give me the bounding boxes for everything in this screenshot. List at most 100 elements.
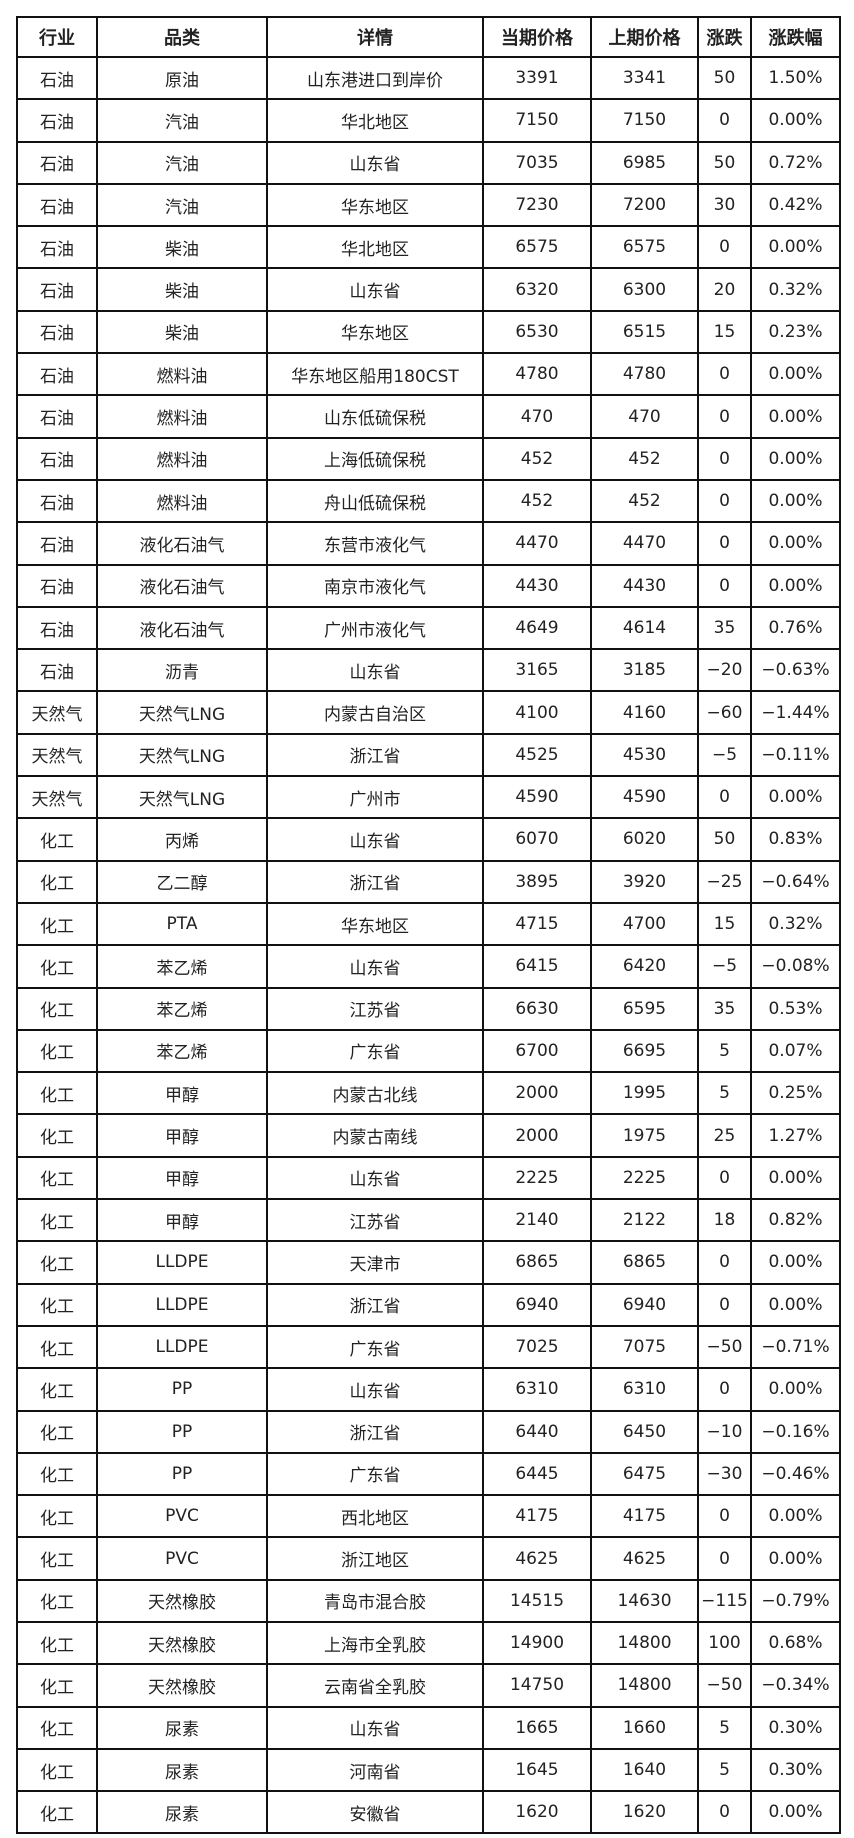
table-row: 化工 LLDPE 天津市 6865 6865 0 0.00% bbox=[16, 1240, 841, 1285]
cell-change-percent: 0.32% bbox=[750, 901, 841, 947]
cell-industry: 石油 bbox=[16, 182, 98, 228]
cell-change-percent: 0.30% bbox=[750, 1705, 841, 1750]
table-row: 石油 原油 山东港进口到岸价 3391 3341 50 1.50% bbox=[16, 55, 841, 101]
cell-industry: 化工 bbox=[16, 1578, 98, 1623]
table-row: 石油 液化石油气 南京市液化气 4430 4430 0 0.00% bbox=[16, 563, 841, 608]
cell-change: 30 bbox=[697, 182, 752, 228]
cell-detail: 舟山低硫保税 bbox=[266, 478, 484, 524]
cell-category: 天然气LNG bbox=[96, 690, 268, 735]
cell-category: PP bbox=[96, 1451, 268, 1497]
cell-industry: 化工 bbox=[16, 944, 98, 989]
table-row: 化工 PVC 西北地区 4175 4175 0 0.00% bbox=[16, 1494, 841, 1539]
cell-industry: 化工 bbox=[16, 1790, 98, 1835]
cell-detail: 华东地区船用180CST bbox=[266, 352, 484, 397]
cell-category: 燃料油 bbox=[96, 352, 268, 397]
cell-previous-price: 4175 bbox=[590, 1494, 699, 1539]
table-row: 化工 PP 山东省 6310 6310 0 0.00% bbox=[16, 1367, 841, 1412]
cell-previous-price: 14800 bbox=[590, 1663, 699, 1708]
cell-industry: 石油 bbox=[16, 648, 98, 693]
table-row: 化工 甲醇 内蒙古南线 2000 1975 25 1.27% bbox=[16, 1113, 841, 1158]
table-row: 化工 乙二醇 浙江省 3895 3920 −25 −0.64% bbox=[16, 859, 841, 904]
cell-change-percent: 0.25% bbox=[750, 1071, 841, 1116]
cell-change: 0 bbox=[697, 394, 752, 439]
cell-current-price: 4715 bbox=[482, 901, 592, 947]
table-row: 石油 柴油 华北地区 6575 6575 0 0.00% bbox=[16, 225, 841, 270]
header-industry: 行业 bbox=[16, 16, 98, 58]
cell-change: 35 bbox=[697, 986, 752, 1031]
cell-detail: 内蒙古自治区 bbox=[266, 690, 484, 735]
cell-industry: 化工 bbox=[16, 1367, 98, 1412]
cell-change: 100 bbox=[697, 1620, 752, 1666]
cell-current-price: 6700 bbox=[482, 1028, 592, 1074]
cell-category: 液化石油气 bbox=[96, 521, 268, 566]
cell-change: 0 bbox=[697, 1240, 752, 1285]
cell-industry: 石油 bbox=[16, 478, 98, 524]
cell-current-price: 4100 bbox=[482, 690, 592, 735]
cell-previous-price: 7075 bbox=[590, 1324, 699, 1370]
cell-category: 液化石油气 bbox=[96, 563, 268, 608]
cell-change: 0 bbox=[697, 1367, 752, 1412]
table-row: 化工 苯乙烯 江苏省 6630 6595 35 0.53% bbox=[16, 986, 841, 1031]
cell-current-price: 7230 bbox=[482, 182, 592, 228]
cell-change-percent: −0.16% bbox=[750, 1409, 841, 1454]
cell-previous-price: 4625 bbox=[590, 1536, 699, 1581]
cell-previous-price: 1975 bbox=[590, 1113, 699, 1158]
cell-category: LLDPE bbox=[96, 1240, 268, 1285]
table-row: 石油 沥青 山东省 3165 3185 −20 −0.63% bbox=[16, 648, 841, 693]
cell-detail: 华东地区 bbox=[266, 182, 484, 228]
cell-previous-price: 470 bbox=[590, 394, 699, 439]
cell-change-percent: 0.00% bbox=[750, 1282, 841, 1327]
table-row: 石油 汽油 华东地区 7230 7200 30 0.42% bbox=[16, 182, 841, 228]
cell-detail: 山东港进口到岸价 bbox=[266, 55, 484, 101]
cell-industry: 化工 bbox=[16, 1409, 98, 1454]
cell-change: 0 bbox=[697, 352, 752, 397]
cell-current-price: 4175 bbox=[482, 1494, 592, 1539]
cell-industry: 化工 bbox=[16, 1113, 98, 1158]
cell-change-percent: 0.32% bbox=[750, 267, 841, 312]
cell-current-price: 6320 bbox=[482, 267, 592, 312]
cell-industry: 石油 bbox=[16, 605, 98, 651]
cell-previous-price: 6310 bbox=[590, 1367, 699, 1412]
cell-current-price: 7150 bbox=[482, 98, 592, 143]
cell-category: 柴油 bbox=[96, 225, 268, 270]
cell-category: 液化石油气 bbox=[96, 605, 268, 651]
cell-category: 天然橡胶 bbox=[96, 1620, 268, 1666]
header-row: 行业 品类 详情 当期价格 上期价格 涨跌 涨跌幅 bbox=[16, 16, 841, 58]
table-row: 化工 尿素 河南省 1645 1640 5 0.30% bbox=[16, 1747, 841, 1793]
cell-change: 5 bbox=[697, 1071, 752, 1116]
cell-industry: 化工 bbox=[16, 1324, 98, 1370]
cell-detail: 江苏省 bbox=[266, 1198, 484, 1243]
cell-current-price: 452 bbox=[482, 478, 592, 524]
cell-category: 柴油 bbox=[96, 267, 268, 312]
cell-category: 燃料油 bbox=[96, 478, 268, 524]
cell-detail: 山东低硫保税 bbox=[266, 394, 484, 439]
cell-category: 苯乙烯 bbox=[96, 1028, 268, 1074]
cell-current-price: 6865 bbox=[482, 1240, 592, 1285]
cell-detail: 山东省 bbox=[266, 267, 484, 312]
cell-current-price: 6445 bbox=[482, 1451, 592, 1497]
table-row: 石油 柴油 华东地区 6530 6515 15 0.23% bbox=[16, 309, 841, 355]
cell-industry: 石油 bbox=[16, 309, 98, 355]
table-row: 化工 天然橡胶 上海市全乳胶 14900 14800 100 0.68% bbox=[16, 1620, 841, 1666]
cell-change-percent: −0.79% bbox=[750, 1578, 841, 1623]
cell-industry: 化工 bbox=[16, 1494, 98, 1539]
cell-change: 15 bbox=[697, 901, 752, 947]
cell-category: LLDPE bbox=[96, 1282, 268, 1327]
cell-current-price: 6440 bbox=[482, 1409, 592, 1454]
cell-category: LLDPE bbox=[96, 1324, 268, 1370]
cell-change-percent: 0.00% bbox=[750, 225, 841, 270]
cell-detail: 华北地区 bbox=[266, 98, 484, 143]
cell-industry: 化工 bbox=[16, 1155, 98, 1201]
cell-change: −5 bbox=[697, 732, 752, 778]
table-row: 石油 柴油 山东省 6320 6300 20 0.32% bbox=[16, 267, 841, 312]
cell-industry: 化工 bbox=[16, 1282, 98, 1327]
cell-category: PVC bbox=[96, 1494, 268, 1539]
cell-previous-price: 1995 bbox=[590, 1071, 699, 1116]
cell-change-percent: 0.83% bbox=[750, 817, 841, 862]
cell-industry: 天然气 bbox=[16, 690, 98, 735]
price-table: 行业 品类 详情 当期价格 上期价格 涨跌 涨跌幅 石油 原油 山东港进口到岸价 3391 3341… bbox=[16, 16, 841, 1835]
cell-previous-price: 6515 bbox=[590, 309, 699, 355]
table-row: 石油 燃料油 上海低硫保税 452 452 0 0.00% bbox=[16, 436, 841, 481]
cell-detail: 广东省 bbox=[266, 1324, 484, 1370]
cell-category: PP bbox=[96, 1409, 268, 1454]
